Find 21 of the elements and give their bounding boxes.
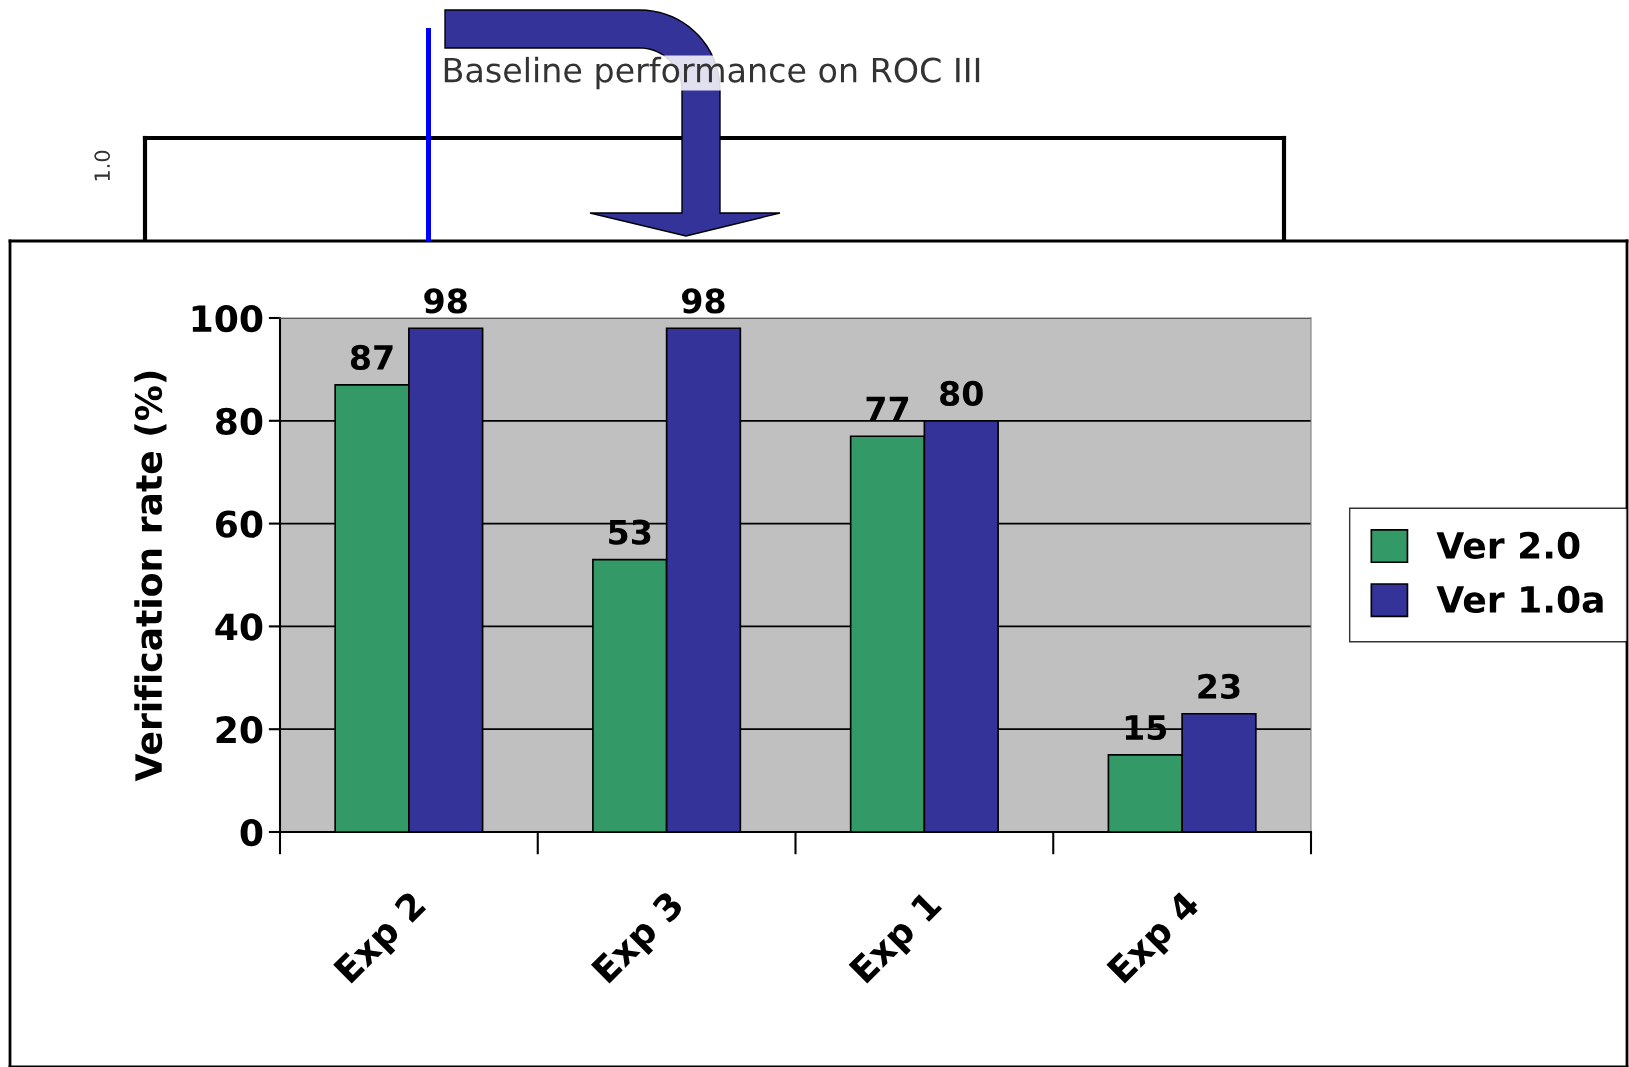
y-tick-label: 0	[240, 818, 263, 847]
data-label: 77	[866, 396, 909, 421]
data-label: 87	[350, 344, 393, 371]
y-tick-label: 80	[215, 407, 263, 436]
data-label: 98	[424, 288, 467, 314]
y-axis-title: Verification rate (%)	[134, 371, 167, 782]
y-tick-label: 100	[192, 304, 263, 333]
data-label: 98	[682, 288, 725, 314]
y-tick-label: 20	[216, 716, 263, 744]
y-tick-label: 40	[215, 613, 263, 641]
legend-label: Ver 1.0a	[1436, 585, 1603, 614]
text: 1.0	[94, 150, 111, 181]
data-label: 23	[1198, 673, 1240, 699]
x-tick-label: Exp 1	[848, 890, 948, 989]
data-label: 80	[940, 380, 983, 407]
x-tick-label: Exp 4	[1106, 889, 1206, 989]
x-tick-label: Exp 2	[332, 890, 432, 989]
legend-label: Ver 2.0	[1436, 531, 1580, 559]
text: Baseline performance on ROC III	[444, 56, 980, 90]
y-tick-label: 60	[216, 510, 263, 538]
x-tick-label: Exp 3	[590, 890, 690, 989]
